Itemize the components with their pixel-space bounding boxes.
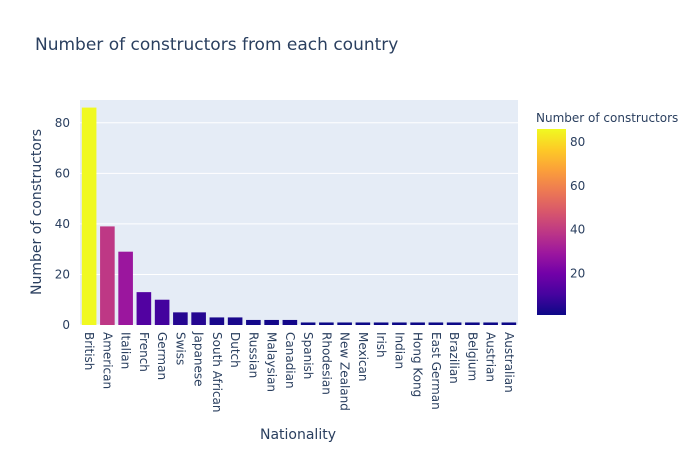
x-tick-label: Indian [392, 332, 406, 369]
bar [483, 322, 498, 325]
x-tick-label: Dutch [228, 332, 242, 368]
colorbar-tick-label: 60 [570, 179, 585, 193]
bar [410, 322, 425, 325]
bar [264, 319, 279, 325]
bar [337, 322, 352, 325]
x-axis-title: Nationality [260, 427, 336, 443]
bar [100, 226, 115, 325]
bar [446, 322, 462, 325]
y-axis-ticks: 0 20 40 60 80 [55, 116, 70, 332]
bar [392, 322, 407, 325]
x-tick-label: Mexican [356, 332, 370, 382]
bar [191, 312, 206, 325]
bar [154, 299, 170, 325]
colorbar-tick-label: 20 [570, 266, 585, 280]
colorbar-gradient [537, 129, 566, 315]
bar [319, 322, 334, 325]
x-tick-label: Belgium [465, 332, 479, 381]
x-tick-label: South African [210, 332, 224, 413]
x-tick-label: German [155, 332, 169, 380]
bar [246, 319, 261, 325]
bar [355, 322, 371, 325]
bar [501, 322, 517, 325]
x-tick-label: Malaysian [265, 332, 279, 392]
x-tick-label: New Zealand [338, 332, 352, 411]
y-tick-label: 40 [55, 217, 70, 231]
bar [209, 317, 225, 325]
colorbar-title: Number of constructors [536, 111, 678, 125]
x-tick-label: Canadian [283, 332, 297, 389]
bar [428, 322, 444, 325]
x-tick-label: American [100, 332, 114, 389]
bar [373, 322, 389, 325]
x-tick-label: French [137, 332, 151, 372]
x-tick-label: Swiss [173, 332, 187, 365]
x-tick-label: Australian [502, 332, 516, 393]
bar [300, 322, 316, 325]
bar [136, 292, 152, 325]
bar [118, 251, 133, 325]
x-tick-label: Japanese [192, 331, 206, 387]
plot-area [80, 100, 518, 325]
x-tick-label: Russian [246, 332, 260, 378]
colorbar-tick-label: 40 [570, 223, 585, 237]
x-tick-label: Brazilian [447, 332, 461, 384]
bars [81, 107, 517, 326]
x-tick-label: Austrian [484, 332, 498, 382]
chart-title: Number of constructors from each country [35, 35, 398, 55]
bar [81, 107, 97, 326]
y-tick-label: 60 [55, 166, 70, 180]
bar [465, 322, 480, 325]
bar [282, 319, 298, 325]
x-axis-ticks: British American Italian French German Swiss J… [82, 331, 516, 413]
bar [227, 317, 243, 325]
x-tick-label: Hong Kong [411, 332, 425, 397]
colorbar: Number of constructors 20 40 60 80 [536, 111, 678, 315]
bar [173, 312, 188, 325]
x-tick-label: British [82, 332, 96, 370]
x-tick-label: East German [429, 332, 443, 410]
y-axis-title: Number of constructors [29, 129, 45, 295]
x-tick-label: Irish [374, 332, 388, 358]
x-tick-label: Italian [119, 332, 133, 369]
y-tick-label: 80 [55, 116, 70, 130]
gridlines [80, 122, 518, 326]
x-tick-label: Rhodesian [319, 332, 333, 395]
colorbar-ticks: 20 40 60 80 [570, 135, 585, 280]
colorbar-tick-label: 80 [570, 135, 585, 149]
x-tick-label: Spanish [301, 332, 315, 379]
y-tick-label: 0 [62, 318, 70, 332]
y-tick-label: 20 [55, 267, 70, 281]
